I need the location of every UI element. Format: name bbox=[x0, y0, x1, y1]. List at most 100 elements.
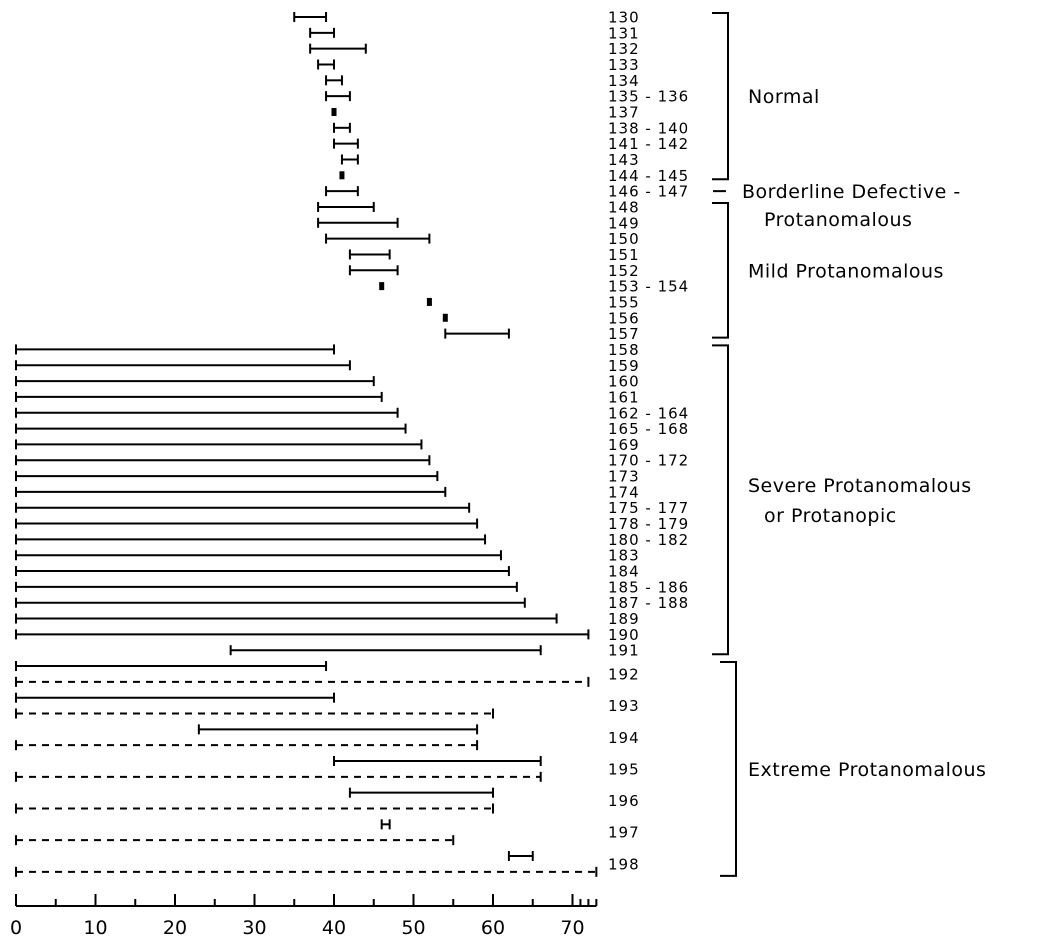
range-bar-184 bbox=[15, 566, 510, 577]
subject-label: 144 - 145 bbox=[608, 167, 689, 185]
range-bar-180-182 bbox=[15, 534, 487, 545]
subject-label: 156 bbox=[608, 309, 640, 327]
point-mark bbox=[426, 297, 432, 306]
range-bar-165-168 bbox=[15, 423, 407, 434]
subject-label: 157 bbox=[608, 325, 640, 343]
range-bar-196 bbox=[348, 787, 494, 798]
range-bar-dashed-194 bbox=[15, 740, 479, 751]
range-bar-134 bbox=[325, 75, 343, 86]
range-bar-148 bbox=[317, 201, 375, 212]
range-bar-194 bbox=[197, 724, 479, 735]
subject-label: 134 bbox=[608, 72, 640, 90]
range-bar-195 bbox=[333, 756, 542, 767]
subject-label: 148 bbox=[608, 198, 640, 216]
subject-label: 178 - 179 bbox=[608, 515, 689, 533]
point-mark bbox=[331, 107, 337, 116]
x-tick-label: 10 bbox=[83, 917, 107, 939]
range-bar-162-164 bbox=[15, 407, 399, 418]
subject-label: 195 bbox=[608, 760, 640, 778]
bars-layer bbox=[15, 12, 598, 877]
range-bar-191 bbox=[229, 645, 542, 656]
subject-label: 173 bbox=[608, 468, 640, 486]
subject-label: 161 bbox=[608, 388, 640, 406]
subject-label: 151 bbox=[608, 246, 640, 264]
range-bar-dashed-192 bbox=[15, 676, 590, 687]
range-bar-155 bbox=[426, 297, 432, 306]
x-tick-label: 30 bbox=[242, 917, 266, 939]
range-bar-192 bbox=[15, 661, 328, 672]
group-label: or Protanopic bbox=[764, 505, 897, 527]
subject-label: 149 bbox=[608, 214, 640, 232]
x-axis: 0 10 20 30 40 50 60 70 bbox=[10, 894, 598, 939]
subject-label: 132 bbox=[608, 40, 640, 58]
subject-label: 141 - 142 bbox=[608, 135, 689, 153]
x-tick-label: 40 bbox=[322, 917, 346, 939]
range-bar-187-188 bbox=[15, 597, 526, 608]
subject-label: 138 - 140 bbox=[608, 119, 689, 137]
subject-label: 184 bbox=[608, 563, 640, 581]
subject-label: 190 bbox=[608, 626, 640, 644]
range-bar-159 bbox=[15, 360, 351, 371]
range-bar-137 bbox=[331, 107, 337, 116]
subject-label: 196 bbox=[608, 792, 640, 810]
range-bar-157 bbox=[444, 328, 510, 339]
range-bar-189 bbox=[15, 613, 558, 624]
range-bar-197 bbox=[380, 819, 391, 830]
subject-label: 133 bbox=[608, 56, 640, 74]
range-bar-dashed-198 bbox=[15, 866, 598, 877]
group-label: Severe Protanomalous bbox=[748, 475, 972, 497]
subject-label: 155 bbox=[608, 293, 640, 311]
group-bracket bbox=[720, 661, 737, 877]
range-bar-dashed-197 bbox=[15, 835, 455, 846]
subject-label: 130 bbox=[608, 9, 640, 27]
subject-label: 180 - 182 bbox=[608, 531, 689, 549]
subject-label: 152 bbox=[608, 262, 640, 280]
range-bar-141-142 bbox=[333, 138, 359, 149]
subject-label: 198 bbox=[608, 855, 640, 873]
group-brackets: Normal Borderline Defective - Protanomalou… bbox=[712, 12, 986, 877]
subject-label: 153 - 154 bbox=[608, 278, 689, 296]
subject-label: 159 bbox=[608, 357, 640, 375]
subject-label: 150 bbox=[608, 230, 640, 248]
subject-label: 187 - 188 bbox=[608, 594, 689, 612]
range-bar-156 bbox=[442, 313, 448, 322]
range-bar-143 bbox=[340, 154, 359, 165]
subject-label: 193 bbox=[608, 697, 640, 715]
group-label: Extreme Protanomalous bbox=[748, 759, 986, 781]
range-bar-152 bbox=[348, 265, 399, 276]
range-bar-dashed-195 bbox=[15, 771, 542, 782]
range-bar-133 bbox=[317, 59, 335, 70]
subject-label: 162 - 164 bbox=[608, 404, 689, 422]
range-bar-185-186 bbox=[15, 581, 518, 592]
subject-label: 175 - 177 bbox=[608, 499, 689, 517]
group-bracket bbox=[712, 201, 729, 339]
x-tick-label: 0 bbox=[10, 917, 22, 939]
range-bar-dashed-196 bbox=[15, 803, 494, 814]
subject-label: 137 bbox=[608, 103, 640, 121]
subject-label: 170 - 172 bbox=[608, 452, 689, 470]
subject-label: 197 bbox=[608, 824, 640, 842]
x-tick-label: 70 bbox=[560, 917, 584, 939]
x-tick-label: 20 bbox=[163, 917, 187, 939]
subject-label: 165 - 168 bbox=[608, 420, 689, 438]
range-bar-131 bbox=[309, 27, 335, 38]
group-bracket bbox=[712, 12, 729, 181]
subject-label: 185 - 186 bbox=[608, 578, 689, 596]
range-bar-dashed-193 bbox=[15, 708, 494, 719]
subject-label: 143 bbox=[608, 151, 640, 169]
range-bar-138-140 bbox=[333, 122, 351, 133]
subject-label: 183 bbox=[608, 547, 640, 565]
subject-label: 189 bbox=[608, 610, 640, 628]
range-bar-153-154 bbox=[379, 282, 385, 291]
subject-label: 160 bbox=[608, 373, 640, 391]
subject-label: 192 bbox=[608, 665, 640, 683]
range-bar-151 bbox=[348, 249, 391, 260]
subject-label: 135 - 136 bbox=[608, 88, 689, 106]
x-tick-label: 60 bbox=[481, 917, 505, 939]
subject-label: 146 - 147 bbox=[608, 183, 689, 201]
range-bar-170-172 bbox=[15, 455, 431, 466]
group-bracket bbox=[712, 344, 729, 656]
subject-label: 194 bbox=[608, 729, 640, 747]
point-mark bbox=[379, 282, 385, 291]
